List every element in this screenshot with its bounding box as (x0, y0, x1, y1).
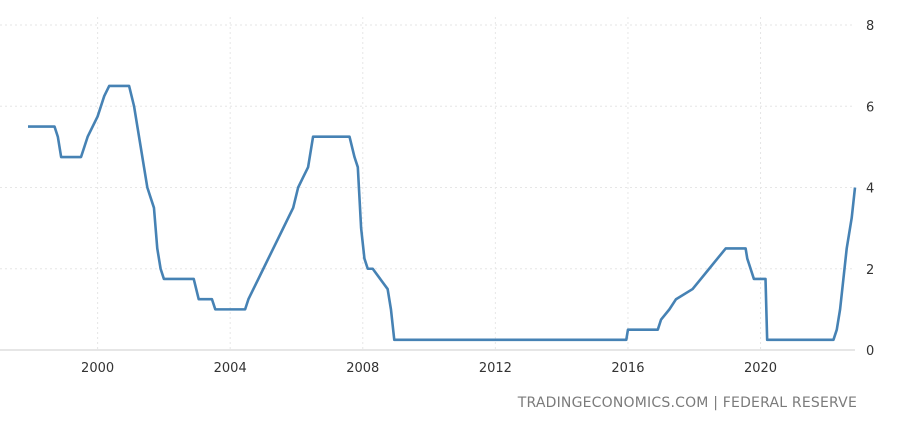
x-tick-label: 2000 (81, 361, 114, 376)
y-tick-label: 4 (866, 182, 874, 197)
source-credit: TRADINGECONOMICS.COM | FEDERAL RESERVE (517, 395, 857, 411)
y-tick-label: 6 (866, 100, 874, 115)
y-tick-label: 0 (866, 344, 874, 359)
x-tick-label: 2008 (346, 361, 379, 376)
x-tick-label: 2020 (744, 361, 777, 376)
y-axis-tick-labels: 0 2 4 6 8 (866, 19, 874, 359)
grid (0, 17, 855, 351)
x-axis-tick-labels: 2000 2004 2008 2012 2016 2020 (81, 361, 777, 376)
interest-rate-series-line (28, 84, 857, 342)
x-tick-label: 2012 (479, 361, 512, 376)
x-tick-label: 2016 (611, 361, 644, 376)
y-tick-label: 8 (866, 19, 874, 34)
y-tick-label: 2 (866, 263, 874, 278)
x-tick-label: 2004 (214, 361, 247, 376)
